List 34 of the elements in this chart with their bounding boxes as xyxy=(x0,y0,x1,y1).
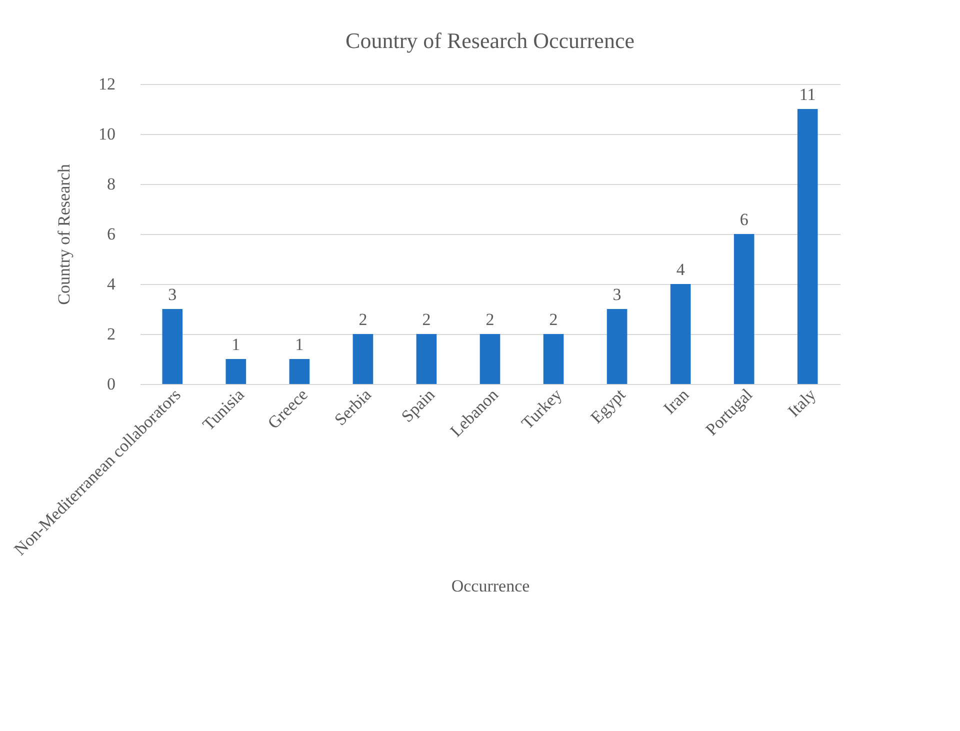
data-label: 4 xyxy=(676,260,686,279)
chart-title: Country of Research Occurrence xyxy=(346,28,634,53)
data-label: 2 xyxy=(358,310,368,329)
bar xyxy=(670,284,691,384)
y-axis-title: Country of Research xyxy=(54,164,74,305)
data-label: 2 xyxy=(486,310,494,329)
y-tick-label: 2 xyxy=(107,324,116,344)
data-label: 3 xyxy=(612,285,622,304)
y-tick-label: 0 xyxy=(107,374,116,394)
bar xyxy=(352,334,374,384)
data-label: 1 xyxy=(232,335,240,354)
data-label: 1 xyxy=(295,335,304,354)
data-label: 6 xyxy=(740,210,748,229)
data-label: 11 xyxy=(799,85,816,104)
data-label: 2 xyxy=(422,310,431,329)
y-tick-label: 12 xyxy=(98,74,116,94)
data-label: 3 xyxy=(168,285,177,304)
bar xyxy=(606,309,628,384)
bar xyxy=(543,334,564,384)
bar xyxy=(734,234,754,384)
x-tick-label: Italy xyxy=(784,384,820,421)
y-tick-label: 10 xyxy=(98,124,116,144)
y-tick-label: 4 xyxy=(107,274,116,294)
bar xyxy=(480,334,500,384)
x-tick-label: Iran xyxy=(660,384,693,418)
x-axis-title: Occurrence xyxy=(451,576,530,596)
bar xyxy=(289,359,310,384)
bar xyxy=(162,309,183,384)
y-tick-label: 6 xyxy=(107,224,116,244)
bar xyxy=(797,109,818,384)
data-label: 2 xyxy=(549,310,558,329)
bar xyxy=(416,334,437,384)
y-tick-label: 8 xyxy=(107,174,116,194)
bar xyxy=(226,359,246,384)
